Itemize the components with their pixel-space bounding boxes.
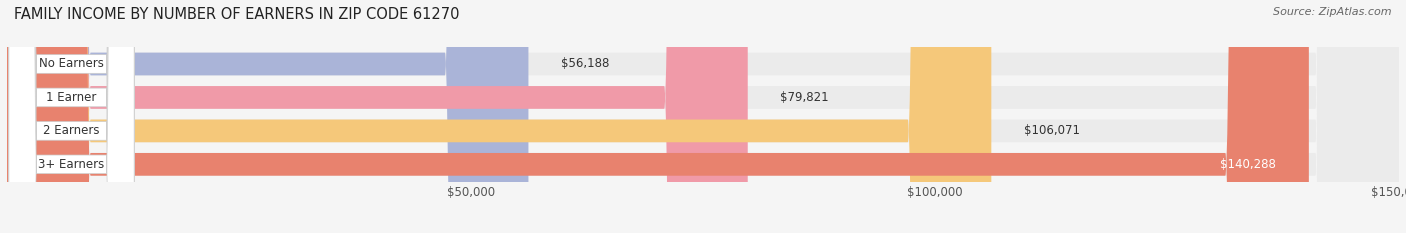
FancyBboxPatch shape [7, 0, 1399, 233]
Text: $56,188: $56,188 [561, 58, 609, 71]
Text: $106,071: $106,071 [1024, 124, 1080, 137]
FancyBboxPatch shape [7, 0, 991, 233]
FancyBboxPatch shape [7, 0, 1399, 233]
FancyBboxPatch shape [8, 0, 134, 233]
FancyBboxPatch shape [7, 0, 748, 233]
Text: No Earners: No Earners [39, 58, 104, 71]
FancyBboxPatch shape [8, 0, 134, 233]
Text: 2 Earners: 2 Earners [44, 124, 100, 137]
Text: Source: ZipAtlas.com: Source: ZipAtlas.com [1274, 7, 1392, 17]
Text: 3+ Earners: 3+ Earners [38, 158, 104, 171]
Text: 1 Earner: 1 Earner [46, 91, 97, 104]
FancyBboxPatch shape [7, 0, 1399, 233]
FancyBboxPatch shape [7, 0, 529, 233]
FancyBboxPatch shape [7, 0, 1309, 233]
Text: $79,821: $79,821 [780, 91, 830, 104]
Text: FAMILY INCOME BY NUMBER OF EARNERS IN ZIP CODE 61270: FAMILY INCOME BY NUMBER OF EARNERS IN ZI… [14, 7, 460, 22]
FancyBboxPatch shape [8, 0, 134, 233]
Text: $140,288: $140,288 [1220, 158, 1277, 171]
FancyBboxPatch shape [8, 0, 134, 233]
FancyBboxPatch shape [7, 0, 1399, 233]
